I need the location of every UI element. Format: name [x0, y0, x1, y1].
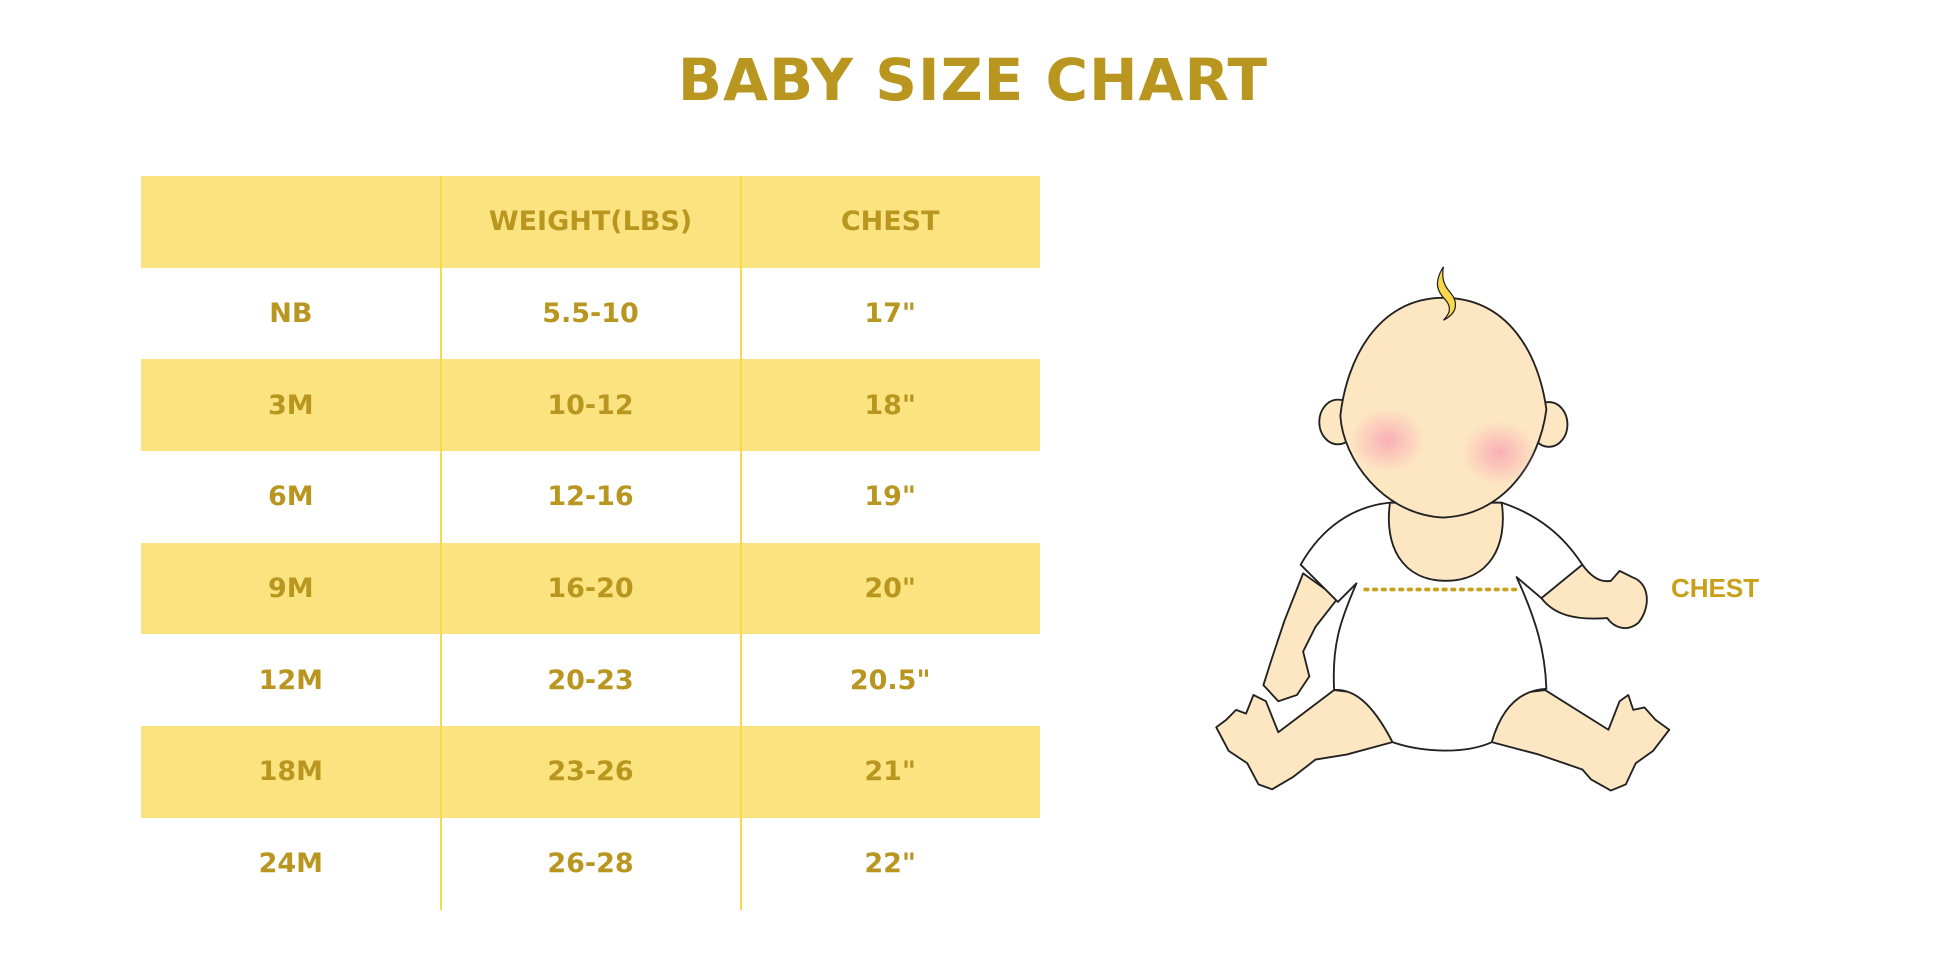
weight-cell: 23-26	[547, 756, 634, 788]
weight-cell: 16-20	[547, 573, 634, 605]
size-cell: NB	[269, 298, 313, 330]
left-arm	[1262, 572, 1339, 703]
column-divider	[740, 176, 742, 910]
weight-cell: 26-28	[547, 848, 634, 880]
size-cell: 24M	[258, 848, 324, 880]
weight-cell: 10-12	[547, 389, 634, 421]
neck	[1388, 501, 1504, 582]
size-cell: 12M	[258, 664, 324, 696]
chest-cell: 19"	[864, 481, 916, 513]
chart-title: BABY SIZE CHART	[677, 46, 1269, 114]
size-cell: 9M	[268, 573, 314, 605]
column-divider	[440, 176, 442, 910]
weight-cell: 5.5-10	[542, 298, 639, 330]
head	[1339, 296, 1548, 519]
chest-cell: 20"	[864, 573, 916, 605]
header-cell: WEIGHT(LBS)	[488, 206, 693, 238]
table-row: 18M 23-26 21"	[141, 726, 1040, 818]
onesie	[1299, 501, 1584, 752]
weight-cell: 12-16	[547, 481, 634, 513]
size-cell: 3M	[268, 389, 314, 421]
size-table: WEIGHT(LBS) CHEST NB 5.5-10 17" 3M 10-12 18" 6…	[141, 176, 1040, 910]
chest-cell: 18"	[864, 389, 916, 421]
chest-label: CHEST	[1671, 573, 1760, 603]
chest-cell: 22"	[864, 848, 916, 880]
hair-curl	[1436, 266, 1456, 321]
table-row: 3M 10-12 18"	[141, 359, 1040, 452]
table-row: 24M 26-28 22"	[141, 818, 1040, 910]
chest-cell: 17"	[864, 298, 916, 330]
table-row: 9M 16-20 20"	[141, 542, 1040, 635]
left-leg	[1215, 689, 1394, 791]
right-arm	[1540, 563, 1648, 630]
table-row: 6M 12-16 19"	[141, 451, 1040, 543]
size-cell: 18M	[258, 756, 324, 788]
header-cell: CHEST	[840, 206, 940, 238]
table-row: 12M 20-23 20.5"	[141, 634, 1040, 726]
table-header: WEIGHT(LBS) CHEST	[141, 176, 1040, 268]
chest-cell: 21"	[864, 756, 916, 788]
chest-cell: 20.5"	[849, 664, 931, 696]
right-leg	[1490, 689, 1671, 792]
weight-cell: 20-23	[547, 664, 634, 696]
size-cell: 6M	[268, 481, 314, 513]
table-row: NB 5.5-10 17"	[141, 268, 1040, 360]
